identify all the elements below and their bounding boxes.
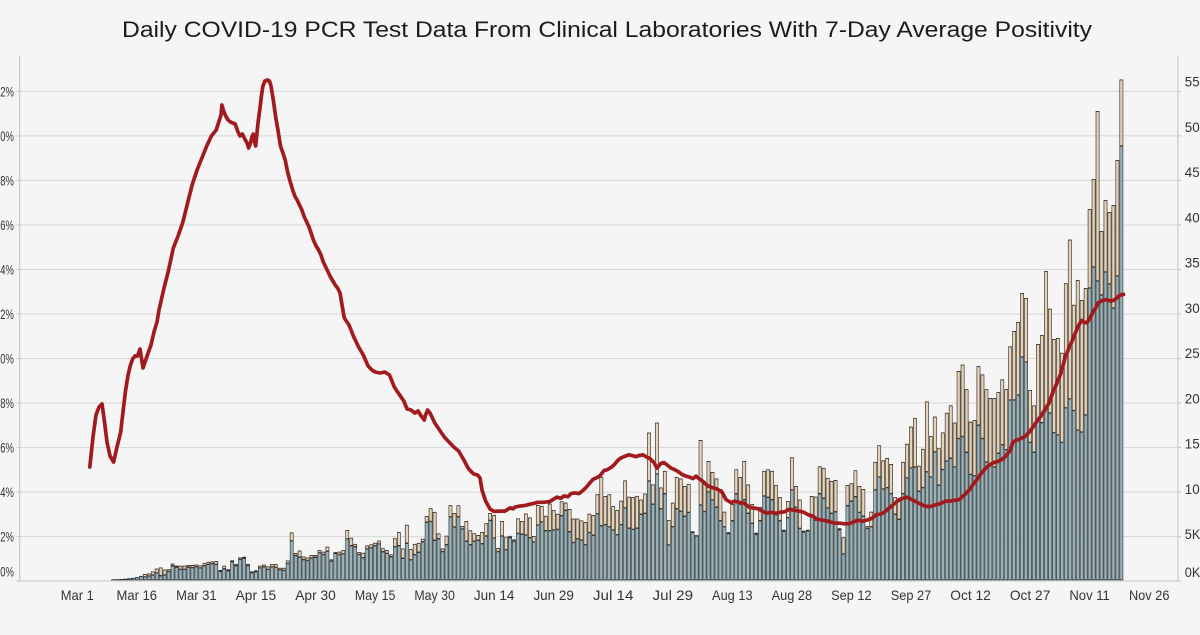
svg-text:Jun 14: Jun 14 [474,587,515,603]
svg-text:4%: 4% [0,484,14,500]
svg-text:Jun 29: Jun 29 [533,587,574,603]
svg-text:55K: 55K [1185,74,1200,90]
svg-text:4%: 4% [0,261,14,277]
svg-text:6%: 6% [0,217,14,233]
svg-text:Apr 15: Apr 15 [236,587,277,603]
svg-text:8%: 8% [0,395,14,411]
svg-text:0%: 0% [0,350,14,366]
svg-text:Jul 14: Jul 14 [593,587,634,603]
svg-text:Aug 28: Aug 28 [772,587,813,603]
svg-text:15K: 15K [1185,436,1200,452]
svg-text:Oct 12: Oct 12 [950,587,991,603]
svg-text:5K: 5K [1185,526,1200,542]
svg-text:25K: 25K [1185,345,1200,361]
svg-text:20K: 20K [1185,390,1200,406]
svg-text:Jul 29: Jul 29 [653,587,694,603]
svg-text:2%: 2% [0,529,14,545]
svg-text:50K: 50K [1185,119,1200,135]
svg-text:8%: 8% [0,172,14,188]
svg-text:45K: 45K [1185,164,1200,180]
svg-text:0%: 0% [0,128,14,144]
svg-text:0%: 0% [0,564,14,580]
svg-text:Mar 1: Mar 1 [61,587,94,603]
svg-text:40K: 40K [1185,209,1200,225]
svg-text:May 30: May 30 [414,587,455,603]
svg-text:30K: 30K [1185,300,1200,316]
svg-text:Daily COVID-19 PCR Test Data F: Daily COVID-19 PCR Test Data From Clinic… [122,17,1093,42]
svg-text:Aug 13: Aug 13 [712,587,753,603]
svg-text:Sep 27: Sep 27 [891,587,932,603]
svg-text:Mar 31: Mar 31 [176,587,217,603]
svg-text:Apr 30: Apr 30 [295,587,336,603]
svg-text:10K: 10K [1185,481,1200,497]
svg-text:May 15: May 15 [355,587,396,603]
svg-text:2%: 2% [0,306,14,322]
svg-text:Sep 12: Sep 12 [831,587,872,603]
svg-text:0K: 0K [1185,564,1200,580]
svg-text:Mar 16: Mar 16 [117,587,158,603]
svg-text:6%: 6% [0,440,14,456]
svg-text:Oct 27: Oct 27 [1010,587,1051,603]
svg-text:35K: 35K [1185,255,1200,271]
svg-text:Nov 11: Nov 11 [1069,587,1110,603]
svg-text:Nov 26: Nov 26 [1129,587,1170,603]
svg-text:2%: 2% [0,83,14,99]
